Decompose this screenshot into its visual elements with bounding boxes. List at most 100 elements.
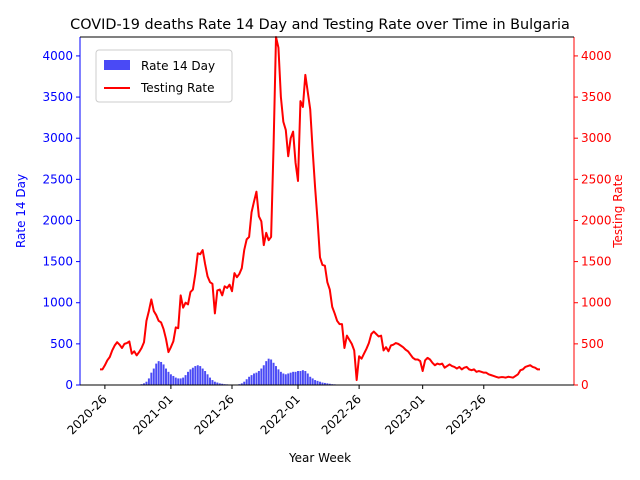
bar [155,363,158,385]
bar [250,375,253,385]
bar [201,368,204,385]
y-right-tick-label: 500 [581,337,604,351]
bar [328,383,331,385]
x-tick-label: 2020-26 [64,392,109,437]
bar [213,381,216,385]
bar [289,372,292,385]
bar [174,377,177,385]
bar [243,381,246,385]
bar [209,377,211,385]
y-left-tick-label: 500 [50,337,73,351]
bar [323,382,326,385]
bar [319,381,321,385]
y-right-tick-label: 0 [581,378,589,392]
bar [206,374,209,385]
y-left-tick-label: 3000 [42,131,73,145]
testing-rate-line [100,36,540,382]
y-right-tick-label: 3500 [581,90,612,104]
bar [191,367,194,385]
bar [165,368,167,385]
bar [248,376,251,385]
bar [253,373,255,385]
bar [152,368,155,385]
bar [262,365,265,385]
x-tick-label: 2023-01 [382,392,427,437]
y-right-tick-label: 2000 [581,213,612,227]
legend-swatch-bars [104,60,130,70]
bar [275,366,277,385]
bar [304,371,307,385]
bar [196,365,199,385]
bar [179,378,182,385]
bar [240,383,243,385]
bar-series [99,358,417,385]
chart-title: COVID-19 deaths Rate 14 Day and Testing … [70,17,570,33]
bar [270,359,273,385]
bar [299,371,302,385]
bar [277,369,280,385]
x-axis-title: Year Week [288,451,351,465]
bar [157,361,160,385]
y-axis-right-title: Testing Rate [611,174,625,249]
bar [150,372,153,385]
legend: Rate 14 Day Testing Rate [95,49,233,103]
bar [321,382,324,385]
y-axis-left-title: Rate 14 Day [14,174,28,248]
y-left-tick-label: 1500 [42,255,73,269]
bar [314,380,317,385]
bar [145,381,148,385]
y-right-tick-label: 1000 [581,296,612,310]
bar [297,371,299,385]
y-right-tick-label: 3000 [581,131,612,145]
bar [255,372,258,385]
y-right-tick-label: 2500 [581,172,612,186]
bar [265,361,268,385]
bar [326,383,329,385]
bar [199,366,202,385]
bar [287,373,290,385]
bar [309,376,312,385]
bar [306,373,309,385]
bar [204,371,207,385]
bar [245,379,248,385]
legend-label-line: Testing Rate [140,81,215,95]
bar [257,371,260,385]
bar [177,378,180,385]
bar [311,378,314,385]
bar [167,371,170,385]
bar [272,362,275,385]
bar [187,371,189,385]
bar [189,369,192,385]
y-left-tick-label: 3500 [42,90,73,104]
bar [216,382,219,385]
y-left-tick-label: 0 [65,378,73,392]
bar [162,364,165,385]
y-left-tick-label: 2500 [42,172,73,186]
legend-label-bars: Rate 14 Day [141,59,215,73]
bar [211,380,214,385]
x-tick-label: 2022-01 [258,392,303,437]
bar [218,383,221,385]
y-left-tick-label: 4000 [42,49,73,63]
line-series [100,36,540,382]
bar [260,368,263,385]
y-right-tick-label: 4000 [581,49,612,63]
bar [221,383,224,385]
bar [282,373,285,385]
x-tick-label: 2023-26 [443,392,488,437]
y-left-tick-label: 2000 [42,213,73,227]
bar [279,371,282,385]
bar [316,380,319,385]
bar [184,375,187,385]
bar [284,374,287,385]
x-tick-label: 2021-26 [192,392,237,437]
bar [169,374,172,385]
x-tick-label: 2021-01 [130,392,175,437]
bar [182,377,185,385]
y-right-tick-label: 1500 [581,255,612,269]
bar [160,361,163,385]
x-tick-label: 2022-26 [319,392,364,437]
y-left-tick-label: 1000 [42,296,73,310]
bar [301,370,304,385]
